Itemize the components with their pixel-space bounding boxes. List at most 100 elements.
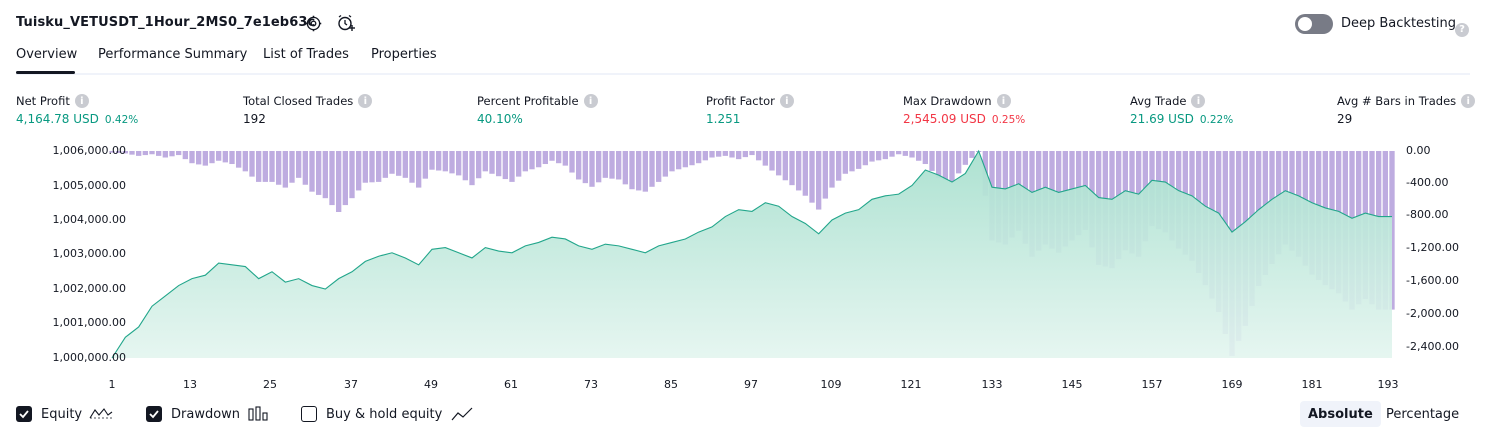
buy-hold-checkbox[interactable] [301,406,317,422]
drawdown-bar [969,151,975,158]
drawdown-bar [942,151,948,180]
legend-label: Buy & hold equity [326,406,443,422]
drawdown-bar [216,151,222,161]
info-icon[interactable]: i [996,94,1011,108]
drawdown-bar [296,151,302,178]
drawdown-bar [449,151,455,174]
tab-list-of-trades[interactable]: List of Trades [263,47,349,62]
drawdown-bar [269,151,275,182]
drawdown-bar [856,151,862,169]
drawdown-bar [109,151,115,153]
drawdown-bar [122,151,128,154]
drawdown-bar [816,151,822,210]
x-tick: 61 [504,378,518,391]
drawdown-bar [142,151,148,156]
drawdown-bar [362,151,368,183]
legend-label: Equity [41,406,83,422]
info-icon[interactable]: i [583,94,598,108]
drawdown-bar [742,151,748,158]
drawdown-bar [869,151,875,162]
drawdown-bar [762,151,768,166]
drawdown-bar [116,151,122,154]
drawdown-bar [389,151,395,174]
absolute-mode-button[interactable]: Absolute [1300,401,1381,427]
drawdown-bar [149,151,155,155]
tab-performance-summary[interactable]: Performance Summary [98,47,248,62]
deep-backtesting-toggle[interactable] [1295,14,1333,34]
drawdown-bar [809,151,815,203]
drawdown-bar [616,151,622,180]
x-tick: 133 [981,378,1003,391]
drawdown-checkbox[interactable] [146,406,162,422]
y-tick-left: 1,005,000.00 [52,179,126,192]
drawdown-bar [322,151,328,199]
buy-hold-line-icon [451,406,473,422]
drawdown-bar [482,151,488,172]
drawdown-bar [682,151,688,168]
drawdown-bar [162,151,168,158]
drawdown-bar [129,151,135,155]
drawdown-bar [382,151,388,178]
deep-backtesting-label: Deep Backtesting [1341,16,1457,31]
drawdown-bar [462,151,468,181]
x-tick: 145 [1061,378,1083,391]
legend-equity[interactable]: Equity [16,403,113,425]
metric-label: Net Profit [16,94,70,108]
metric-profit-factor: Profit Factor i 1.251 [706,94,794,126]
alarm-plus-icon[interactable] [336,13,356,33]
percentage-mode-button[interactable]: Percentage [1386,406,1460,422]
drawdown-bar [949,151,955,182]
metric-avg-trade: Avg Trade i 21.69 USD 0.22% [1130,94,1233,126]
metric-label: Max Drawdown [903,94,992,108]
drawdown-bar [656,151,662,182]
drawdown-bar [702,151,708,161]
legend-buy-hold[interactable]: Buy & hold equity [301,403,473,425]
drawdown-bar [189,151,195,164]
equity-line-icon [89,406,113,422]
info-icon[interactable]: i [1461,94,1476,108]
metric-label: Total Closed Trades [243,94,354,108]
drawdown-bar [776,151,782,176]
drawdown-bar [896,151,902,155]
drawdown-bar [136,151,142,156]
drawdown-bar [529,151,535,170]
drawdown-bar [569,151,575,173]
metric-total-closed-trades: Total Closed Trades i 192 [243,94,373,126]
equity-checkbox[interactable] [16,406,32,422]
drawdown-bar [796,151,802,191]
drawdown-bar [636,151,642,191]
info-icon[interactable]: i [74,94,89,108]
legend-drawdown[interactable]: Drawdown [146,403,268,425]
drawdown-bar [909,151,915,158]
drawdown-bar [282,151,288,188]
y-tick-left: 1,006,000.00 [52,144,126,157]
metric-net-profit: Net Profit i 4,164.78 USD 0.42% [16,94,138,126]
y-tick-right: -1,600.00 [1406,274,1459,287]
tab-overview[interactable]: Overview [16,47,78,62]
drawdown-bar [876,151,882,161]
info-icon[interactable]: i [1191,94,1206,108]
drawdown-bar [676,151,682,170]
equity-area [112,151,1392,358]
drawdown-bar [222,151,228,163]
drawdown-bar [476,151,482,179]
metric-label: Profit Factor [706,94,775,108]
drawdown-bar [436,151,442,171]
drawdown-bar [642,151,648,192]
drawdown-bar [696,151,702,164]
drawdown-bar [356,151,362,191]
drawdown-bar [469,151,475,186]
info-icon[interactable]: i [779,94,794,108]
gear-icon[interactable] [303,13,323,33]
help-icon[interactable]: ? [1455,22,1469,37]
drawdown-bar [242,151,248,172]
x-tick: 73 [584,378,598,391]
info-icon[interactable]: i [358,94,373,108]
drawdown-bar [936,151,942,178]
drawdown-bar [502,151,508,180]
drawdown-bar [596,151,602,183]
tab-properties[interactable]: Properties [371,47,437,62]
metric-percent: 0.25% [991,114,1026,126]
drawdown-bar [229,151,235,165]
